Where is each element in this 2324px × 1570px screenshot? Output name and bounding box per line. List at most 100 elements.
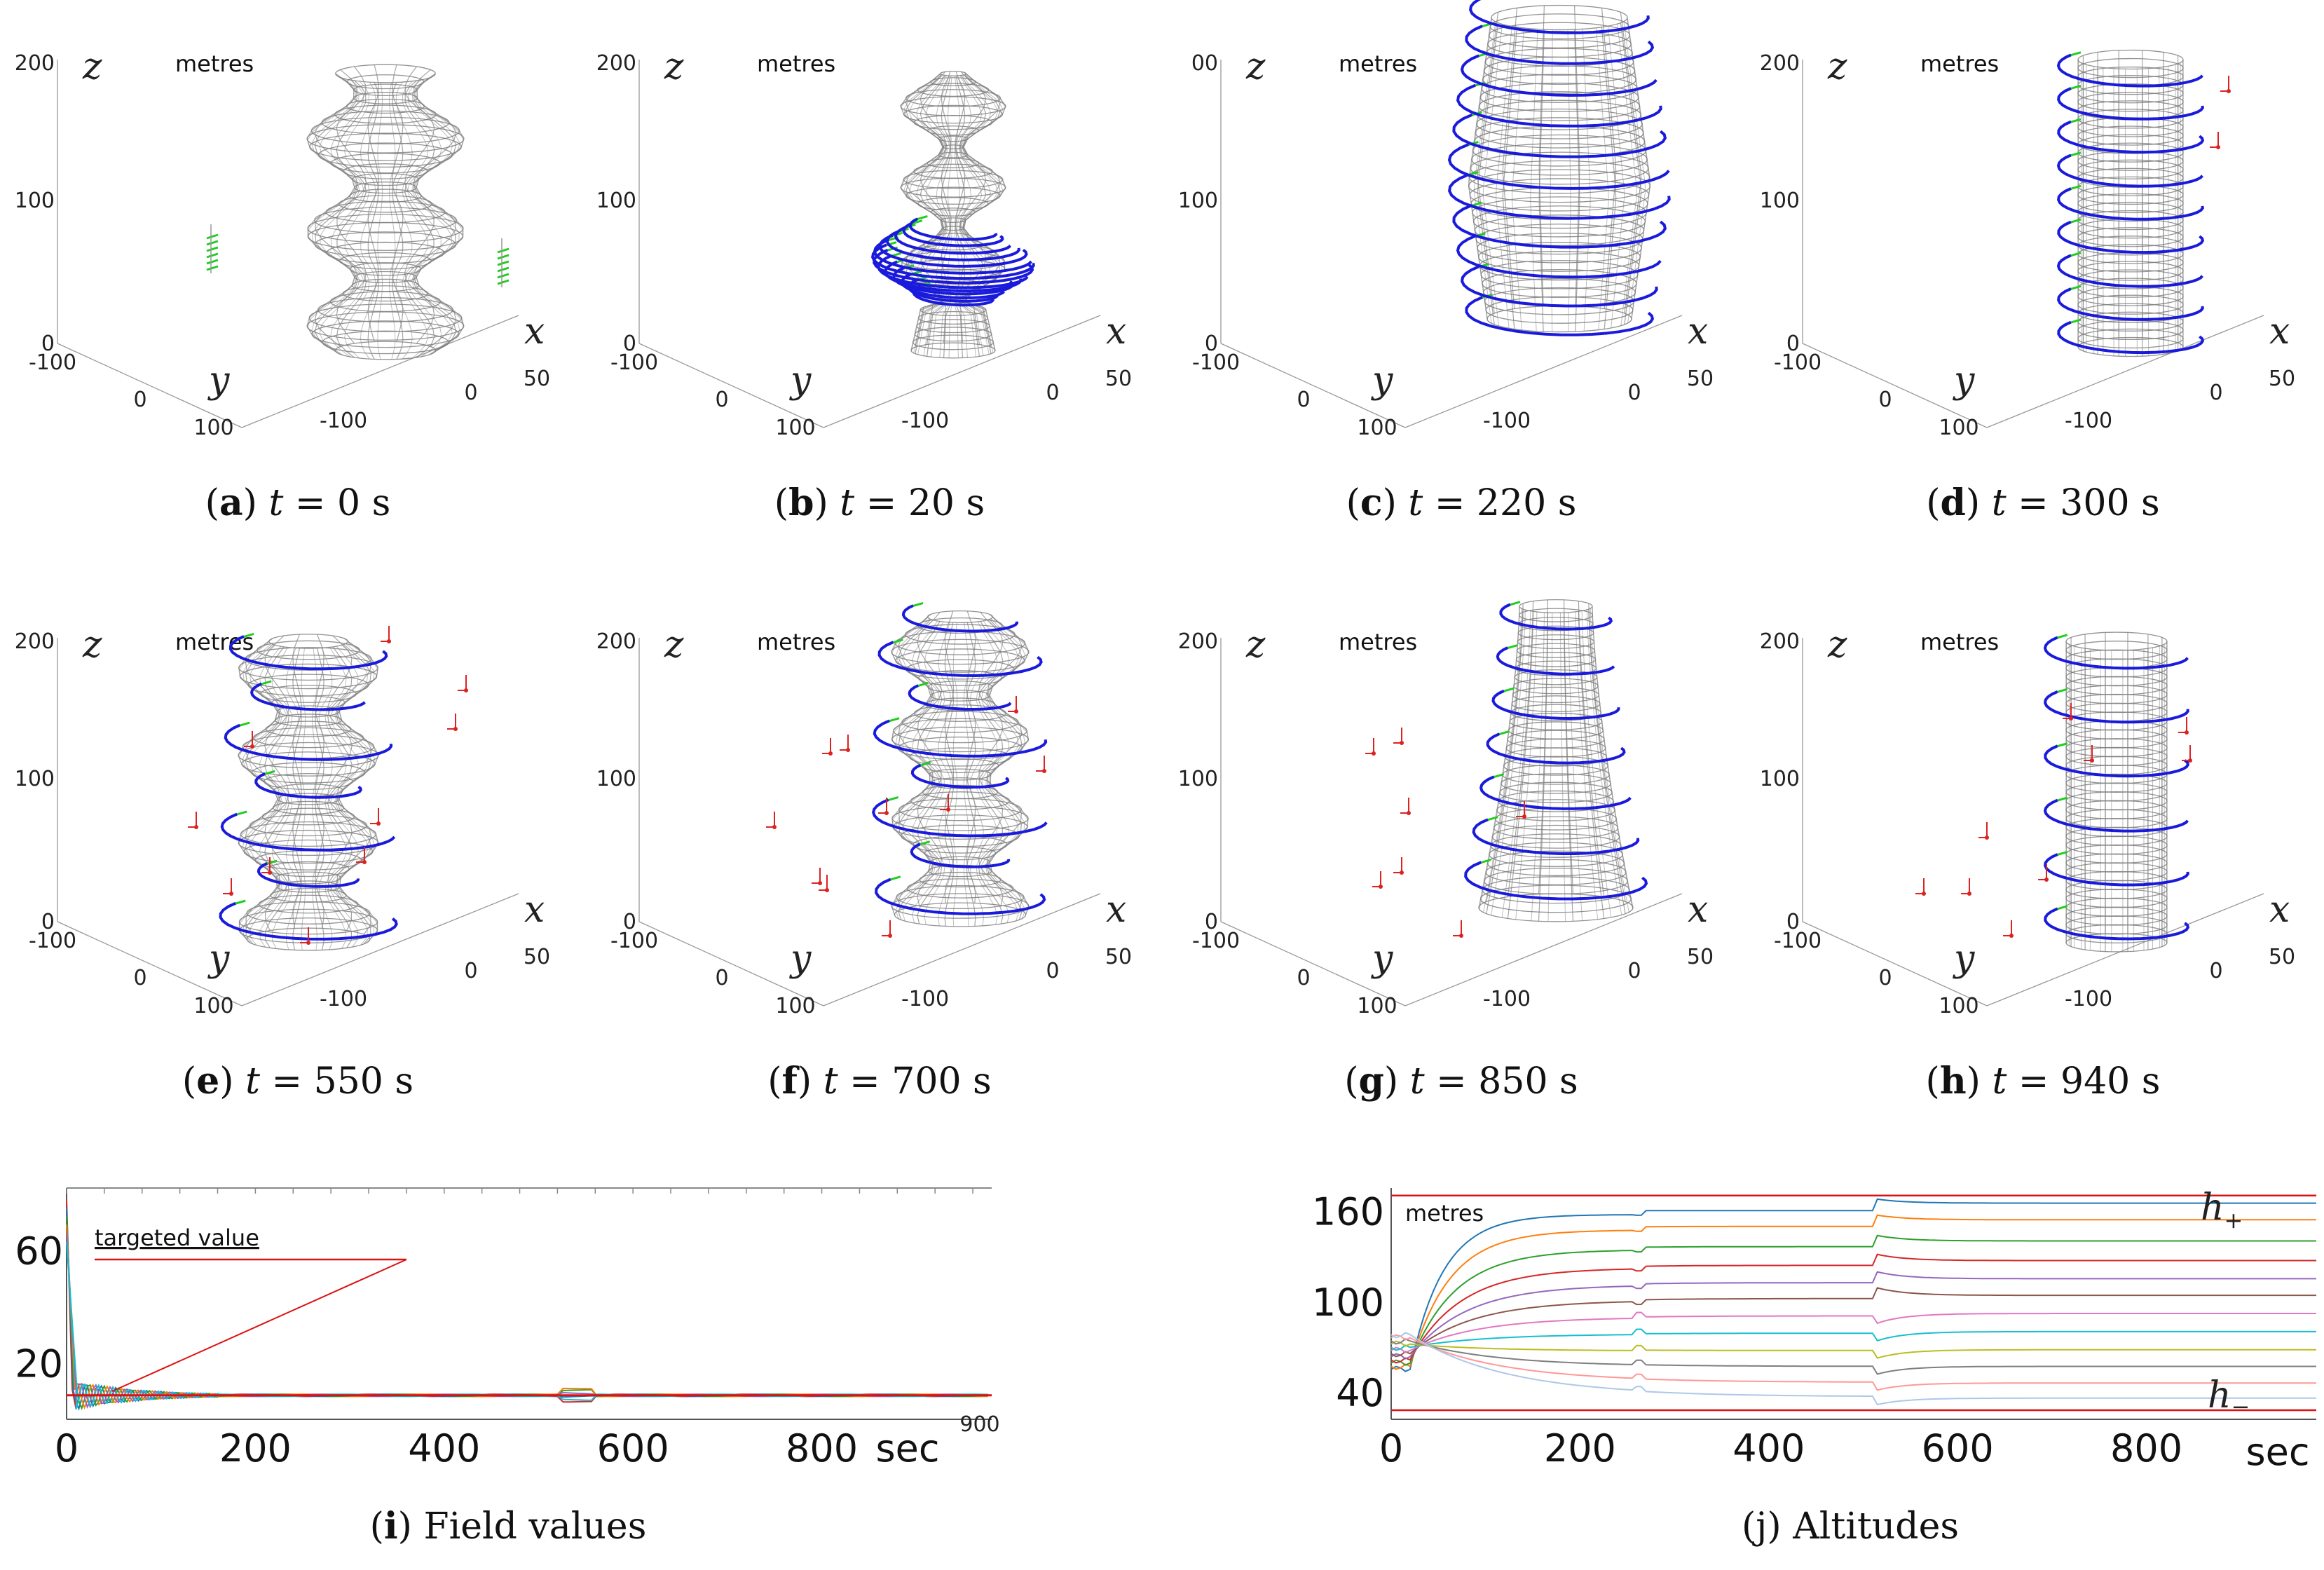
surface-meridian	[319, 78, 360, 356]
agent-marker	[206, 240, 219, 246]
x-tick-label: 600	[1922, 1426, 1994, 1470]
trajectory	[2057, 87, 2204, 121]
x-axis-line	[241, 893, 519, 1006]
surface-meridian	[1538, 599, 1548, 894]
agent-marker	[239, 721, 250, 727]
agent-marker	[1985, 835, 1989, 840]
annotation-pointer	[111, 1259, 407, 1392]
agent-marker	[2070, 252, 2082, 257]
z-axis-label: z	[664, 46, 684, 88]
agent-marker	[2070, 318, 2082, 324]
surface-meridian	[292, 634, 302, 929]
trajectory	[1464, 861, 1648, 901]
agent-marker	[884, 811, 889, 815]
x-tick-label: 0	[464, 381, 477, 405]
panel-caption: (j) Altitudes	[1742, 1506, 1959, 1548]
agent-marker	[818, 881, 822, 885]
trajectory	[254, 772, 362, 799]
z-tick-label: 100	[1760, 767, 1800, 791]
surface-meridian	[407, 79, 442, 357]
trajectory	[2044, 690, 2189, 724]
agent-marker	[2227, 89, 2231, 93]
panel-caption: (d) t = 300 s	[1926, 482, 2160, 524]
surface-meridian	[1486, 609, 1524, 914]
x-axis-line	[823, 315, 1101, 428]
surface-ring	[927, 610, 994, 624]
agent-marker	[2185, 730, 2189, 735]
surface-meridian	[301, 648, 306, 950]
agent-marker	[1400, 871, 1404, 875]
unit-label: metres	[1339, 629, 1417, 655]
y-axis-line	[57, 921, 242, 1006]
surface-meridian	[413, 77, 457, 355]
surface-meridian	[336, 80, 367, 358]
x-tick-label: 200	[1544, 1426, 1616, 1470]
y-tick-label: 40	[1336, 1371, 1384, 1415]
agent-marker	[497, 273, 510, 279]
agent-marker	[362, 860, 367, 864]
x-tick-label: 50	[1687, 945, 1714, 969]
agent-marker	[2057, 905, 2068, 910]
x-axis-label: sec	[2246, 1430, 2309, 1474]
agent-marker	[1471, 201, 1482, 207]
surface-meridian	[411, 78, 453, 356]
surface-meridian	[1507, 601, 1534, 897]
x-tick-label: -100	[1483, 409, 1531, 433]
z-tick-label: 200	[15, 629, 55, 654]
agent-marker	[206, 259, 219, 265]
altitude-series-line	[1390, 1198, 2316, 1372]
y-tick-label: 0	[133, 966, 146, 990]
x-tick-label: -100	[320, 409, 367, 433]
y-axis-label: y	[1953, 360, 1975, 402]
agent-marker	[2070, 184, 2082, 190]
surface-meridian	[1582, 29, 1591, 332]
y-tick-label: 0	[1297, 388, 1310, 412]
agent-marker	[1522, 814, 1526, 819]
altitude-series-line	[1390, 1287, 2316, 1358]
agent-marker	[828, 751, 833, 756]
y-tick-label: -100	[1192, 350, 1240, 375]
x-axis-label: x	[1106, 310, 1126, 353]
unit-label: metres	[757, 629, 835, 655]
z-tick-label: 200	[1178, 629, 1218, 654]
surface-meridian	[1596, 27, 1609, 330]
z-axis-label: z	[664, 624, 684, 666]
y-tick-label: -100	[1774, 929, 1821, 953]
x-tick-label: 0	[1627, 381, 1641, 405]
surface-meridian	[1560, 613, 1566, 922]
surface-meridian	[1592, 606, 1633, 910]
y-axis-line	[1220, 343, 1406, 428]
agent-marker	[206, 233, 219, 240]
surface-meridian	[1515, 611, 1538, 920]
trajectory	[908, 684, 1012, 711]
agent-marker	[2009, 934, 2014, 938]
x-axis-label: x	[1106, 889, 1126, 931]
surface-meridian	[314, 69, 358, 347]
z-tick-label: 100	[15, 189, 55, 213]
surface-meridian	[1564, 599, 1574, 894]
agent-marker	[1407, 811, 1411, 815]
trajectory	[1499, 603, 1613, 631]
surface-meridian	[960, 75, 992, 356]
x-axis-line	[1986, 893, 2264, 1006]
trajectory	[2044, 744, 2190, 778]
trajectory	[1456, 83, 1662, 128]
x-tick-label: 0	[1046, 381, 1059, 405]
y-axis-label: y	[1371, 360, 1393, 402]
y-tick-label: 100	[1312, 1281, 1384, 1325]
field-series-line	[66, 1224, 988, 1410]
agent-marker	[2057, 742, 2068, 748]
z-axis-label: z	[82, 46, 102, 88]
z-tick-label: 100	[596, 767, 636, 791]
agent-marker	[2070, 84, 2082, 90]
x-tick-label: 50	[2269, 945, 2295, 969]
y-tick-label: 0	[1297, 966, 1310, 990]
surface-meridian	[944, 610, 955, 903]
agent-marker	[893, 639, 903, 644]
agent-marker	[497, 266, 510, 273]
surface-meridian	[947, 76, 953, 358]
y-tick-label: 100	[775, 416, 815, 440]
surface-ring	[268, 634, 348, 649]
